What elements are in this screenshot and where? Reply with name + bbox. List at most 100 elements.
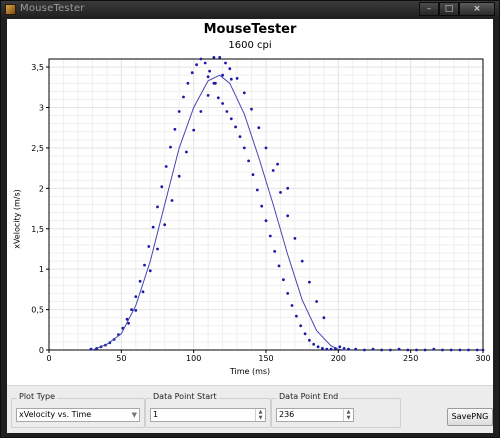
x-tick-label: 150	[258, 354, 273, 363]
data-point	[441, 348, 444, 352]
app-icon	[5, 4, 16, 15]
data-point	[156, 205, 159, 209]
data-point	[329, 347, 333, 351]
data-point	[134, 295, 138, 298]
plot-subtitle: 1600 cpi	[228, 40, 272, 51]
data-point	[432, 347, 436, 351]
x-tick-label: 0	[46, 354, 51, 363]
client-area: MouseTester 1600 cpi 0 50 100 150 200 250 300 0…	[7, 19, 493, 433]
data-point	[312, 342, 316, 346]
spin-up-icon[interactable]: ▲	[346, 409, 351, 415]
data-point	[293, 237, 297, 240]
data-point-end-spinner[interactable]: ▲ ▼	[343, 409, 353, 421]
data-point	[235, 77, 239, 80]
data-point	[89, 347, 93, 351]
data-point	[316, 345, 320, 349]
y-tick-label: 1,5	[31, 225, 44, 234]
data-point	[218, 56, 222, 59]
x-tick-label: 250	[403, 354, 418, 363]
data-point-end-group: Data Point End 236 ▲ ▼	[271, 392, 401, 428]
data-point	[192, 128, 196, 132]
data-point-start-group: Data Point Start 1 ▲ ▼	[145, 392, 271, 428]
data-point-start-input[interactable]: 1 ▲ ▼	[150, 408, 266, 422]
save-png-button[interactable]: SavePNG	[447, 408, 493, 426]
average-line	[92, 74, 346, 351]
data-point	[221, 102, 225, 105]
data-point	[212, 56, 216, 59]
data-point	[247, 159, 251, 163]
data-point	[286, 214, 290, 218]
data-point-start-value: 1	[153, 410, 159, 419]
data-point	[321, 347, 324, 350]
data-point	[299, 324, 303, 328]
data-point	[290, 304, 294, 307]
data-point	[347, 347, 350, 351]
data-point-start-spinner[interactable]: ▲ ▼	[255, 409, 265, 421]
window-controls: – □ ×	[419, 2, 495, 16]
data-point	[214, 81, 217, 85]
x-axis-title: Time (ms)	[229, 367, 271, 376]
y-tick-label: 2	[39, 184, 44, 193]
y-tick-label: 3,5	[31, 63, 44, 72]
data-point	[195, 63, 199, 67]
plot-type-select[interactable]: xVelocity vs. Time ▼	[16, 408, 140, 422]
x-tick-label: 50	[116, 354, 126, 363]
minimize-button[interactable]: –	[419, 2, 439, 16]
data-point	[415, 348, 418, 352]
data-point	[308, 280, 311, 284]
data-point	[380, 348, 384, 352]
data-point	[257, 126, 261, 130]
maximize-button[interactable]: □	[439, 2, 459, 16]
data-point-end-input[interactable]: 236 ▲ ▼	[276, 408, 354, 422]
data-point	[203, 61, 207, 65]
data-point	[423, 348, 427, 352]
y-axis-title: xVelocity (m/s)	[12, 189, 22, 249]
spin-down-icon[interactable]: ▼	[258, 415, 263, 421]
data-point	[147, 245, 151, 248]
data-point	[295, 314, 298, 318]
data-point	[481, 348, 485, 352]
data-point	[151, 225, 155, 229]
data-point	[303, 332, 307, 336]
data-point	[173, 127, 177, 131]
data-point	[134, 309, 138, 312]
data-point	[143, 263, 146, 267]
data-point	[206, 94, 210, 97]
spin-down-icon[interactable]: ▼	[346, 415, 351, 421]
data-point-end-label: Data Point End	[277, 392, 341, 401]
data-point	[186, 81, 190, 85]
plot-frame	[48, 58, 484, 351]
data-point	[229, 77, 233, 81]
data-point	[238, 135, 242, 138]
y-tick-label: 3	[39, 104, 44, 113]
data-point	[271, 169, 275, 172]
close-button[interactable]: ×	[459, 2, 495, 16]
data-point	[308, 338, 311, 342]
y-tick-label: 1	[39, 265, 44, 274]
data-point	[338, 345, 342, 349]
x-tick-label: 100	[186, 354, 201, 363]
data-point	[130, 308, 133, 311]
data-point	[342, 347, 346, 350]
data-point-end-value: 236	[279, 410, 295, 419]
data-point	[206, 75, 210, 79]
data-point	[216, 96, 220, 100]
data-point	[268, 234, 272, 238]
data-point	[170, 199, 174, 202]
x-tick-label: 200	[331, 354, 346, 363]
data-point	[160, 185, 164, 189]
data-point	[286, 292, 290, 295]
chevron-down-icon[interactable]: ▼	[131, 411, 137, 419]
data-point	[255, 188, 259, 192]
title-bar[interactable]: MouseTester – □ ×	[1, 1, 499, 18]
data-point	[325, 347, 329, 351]
data-point	[251, 173, 255, 177]
spin-up-icon[interactable]: ▲	[258, 409, 263, 415]
data-point	[322, 316, 326, 320]
data-point	[389, 348, 392, 352]
controls-panel: Plot Type xVelocity vs. Time ▼ Data Poin…	[7, 385, 493, 433]
data-point	[406, 348, 410, 352]
data-point	[127, 321, 130, 325]
data-point	[300, 259, 304, 263]
data-point	[208, 69, 212, 73]
